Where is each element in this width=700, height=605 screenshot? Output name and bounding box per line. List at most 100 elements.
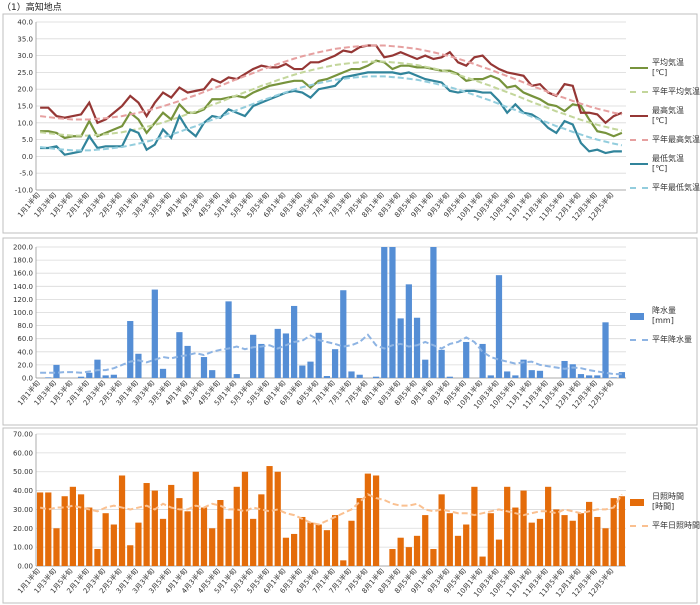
bar <box>504 371 511 378</box>
legend-item: 平年平均気温 <box>630 87 700 97</box>
legend-swatch <box>630 525 648 527</box>
bar <box>323 376 331 378</box>
y-tick-label: 70.00 <box>13 431 33 439</box>
y-tick-label: 200.0 <box>13 244 33 252</box>
series-line <box>39 75 623 152</box>
bar <box>438 349 445 378</box>
legend-swatch <box>630 163 648 165</box>
legend-label: 日照時間 [時間] <box>652 492 684 511</box>
bar <box>225 518 232 566</box>
bar <box>586 501 593 566</box>
bar <box>471 486 478 566</box>
bar <box>233 374 240 378</box>
legend-label: 平年最高気温 <box>652 135 700 144</box>
y-tick-label: 0.00 <box>17 563 33 571</box>
y-tick-label: 0.0 <box>22 375 33 383</box>
bar <box>77 376 85 378</box>
bar <box>577 513 585 566</box>
bar <box>127 545 134 566</box>
bar <box>176 498 183 566</box>
bar <box>209 528 216 566</box>
legend-item: 最高気温 [℃] <box>630 106 698 126</box>
bar <box>102 513 109 566</box>
bar <box>258 343 265 378</box>
series-line <box>40 44 623 125</box>
bar <box>102 375 109 378</box>
bar <box>528 370 535 378</box>
bar <box>135 353 142 378</box>
legend-item: 平年最高気温 <box>630 135 700 145</box>
legend: 降水量 [mm] 平年降水量 <box>630 306 698 354</box>
legend-label: 平年降水量 <box>652 335 692 344</box>
bar <box>315 332 322 378</box>
bar <box>594 516 601 566</box>
y-tick-label: 20.0 <box>17 361 33 369</box>
bar <box>495 275 503 378</box>
bar <box>504 486 511 566</box>
y-tick-label: -10.0 <box>15 187 33 195</box>
legend-item: 降水量 [mm] <box>630 306 698 326</box>
legend-item: 平年最低気温 <box>630 183 700 193</box>
bar <box>291 533 298 566</box>
bar <box>422 515 429 566</box>
bar <box>577 374 585 378</box>
legend-item: 最低気温 [℃] <box>630 154 698 174</box>
bar <box>135 522 142 566</box>
bar <box>602 322 609 378</box>
bar <box>45 492 52 566</box>
y-tick-label: 40.00 <box>13 487 33 495</box>
bar <box>282 537 290 566</box>
bar <box>512 375 519 378</box>
bar <box>315 524 322 566</box>
bar <box>331 515 339 566</box>
y-tick-label: 30.00 <box>13 506 33 514</box>
bar <box>274 328 281 378</box>
bar <box>422 359 429 378</box>
bar <box>479 343 486 378</box>
bar <box>610 498 617 566</box>
y-tick-label: -5.0 <box>19 170 33 178</box>
bar <box>389 549 396 566</box>
bar <box>118 475 126 566</box>
legend-label: 降水量 [mm] <box>652 306 676 325</box>
y-tick-label: 140.0 <box>13 283 33 291</box>
y-tick-label: 20.00 <box>13 525 33 533</box>
legend-swatch <box>630 187 648 189</box>
series-line <box>39 44 623 121</box>
bar <box>241 471 249 566</box>
bar <box>536 370 544 378</box>
bar <box>413 317 421 378</box>
bar <box>45 377 52 378</box>
bar <box>86 507 93 566</box>
bar <box>299 516 306 566</box>
bar <box>69 486 76 566</box>
bar <box>446 376 453 378</box>
y-tick-label: 40.0 <box>17 19 33 27</box>
bar <box>61 496 68 566</box>
y-tick-label: 10.00 <box>13 544 33 552</box>
bar <box>405 547 412 566</box>
bar <box>430 549 437 566</box>
bar <box>561 515 568 566</box>
page-title: （1）高知地点 <box>2 3 62 13</box>
legend-swatch <box>630 312 644 320</box>
legend-label: 最低気温 [℃] <box>652 154 684 173</box>
bar <box>512 507 519 566</box>
bar <box>487 513 494 566</box>
legend-label: 平年日照時間 <box>652 521 700 530</box>
legend-label: 平年最低気温 <box>652 183 700 192</box>
legend-swatch <box>630 67 648 69</box>
bar <box>569 520 576 566</box>
series-line <box>40 333 622 376</box>
y-tick-label: 80.0 <box>17 322 33 330</box>
y-tick-label: 10.0 <box>17 119 33 127</box>
legend-swatch <box>630 91 648 93</box>
y-tick-label: 60.0 <box>17 335 33 343</box>
bar <box>618 372 626 378</box>
y-tick-label: 120.0 <box>13 296 33 304</box>
legend-item: 平年降水量 <box>630 335 698 345</box>
series-line <box>40 71 622 156</box>
bar <box>463 341 470 378</box>
bar <box>274 471 281 566</box>
